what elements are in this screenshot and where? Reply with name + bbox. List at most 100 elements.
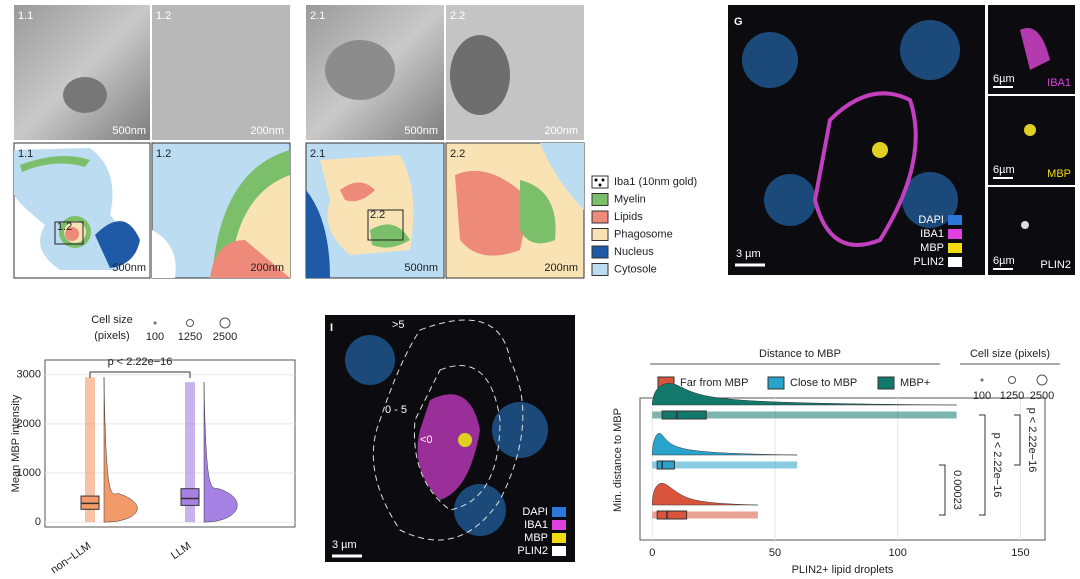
scale-label: 6µm [993,164,1015,176]
schematic-drawings [13,142,585,279]
legend-label: DAPI [522,506,548,518]
x-tick-label: 0 [649,547,655,559]
x-tick-label: 100 [889,547,907,559]
legend-swatch [591,175,609,189]
p-value: p < 2.22e−16 [1026,408,1038,473]
fluorescence-images [325,5,1075,562]
panel-label: 1.2 [156,10,171,22]
box [661,410,707,420]
density [203,382,238,523]
plot-frame [639,397,1046,541]
legend-key [877,376,895,390]
panel-letter: G [734,16,743,28]
legend-label: MBP+ [900,377,930,389]
channel-label: MBP [1047,168,1071,180]
inset-label: 1.2 [57,221,72,233]
panel-label: 1.1 [18,10,33,22]
gold-dot [598,183,602,187]
size-key [219,317,231,329]
legend-swatch [948,229,962,239]
legend-key [767,376,785,390]
size-key [153,321,157,325]
size-key-label: 100 [973,390,991,402]
zone-label: >5 [392,319,405,331]
legend-label: Lipids [614,211,643,223]
bracket [939,464,946,516]
inset-label: 2.2 [370,209,385,221]
legend-swatch [591,263,609,276]
legend-title: Distance to MBP [759,348,841,360]
zone-label: <0 [420,434,433,446]
density [652,483,758,506]
scale-label: 500nm [112,262,146,274]
size-key [980,378,984,382]
bracket [1014,414,1021,466]
panel-label: 1.2 [156,148,171,160]
legend-swatch [591,228,609,241]
size-key [185,318,195,328]
panel-label: 2.1 [310,10,325,22]
box [656,460,675,470]
box [656,510,688,520]
scale-label: 200nm [544,125,578,137]
legend-label: PLIN2 [913,256,944,268]
legend-label: Phagosome [614,228,673,240]
density [103,377,138,523]
gold-dot [601,178,605,182]
legend-swatch [591,193,609,206]
p-value: p < 2.22e−16 [108,356,173,368]
density [652,433,798,456]
size-key [1007,375,1017,385]
scale-label: 500nm [404,262,438,274]
legend-label: IBA1 [524,519,548,531]
legend-swatch [591,210,609,224]
legend-label: Iba1 (10nm gold) [614,176,697,188]
legend-label: Cytosole [614,263,657,275]
channel-label: IBA1 [1047,77,1071,89]
panel-label: 2.2 [450,10,465,22]
x-axis-label: PLIN2+ lipid droplets [792,564,894,576]
gold-dot [594,178,598,182]
legend-label: Nucleus [614,246,654,258]
legend-swatch [591,245,609,259]
channel-label: PLIN2 [1040,259,1071,271]
legend-swatch [552,520,566,530]
box [180,488,200,506]
bracket [89,371,191,378]
scale-label: 500nm [404,125,438,137]
scale-label: 500nm [112,125,146,137]
legend-swatch [552,507,566,517]
legend-label: Close to MBP [790,377,857,389]
size-legend-title: Cell size (pixels) [970,348,1050,360]
legend-swatch [948,243,962,253]
size-key [1036,374,1048,386]
y-tick-label: 2000 [17,418,41,430]
legend-label: PLIN2 [517,545,548,557]
scale-label: 200nm [250,262,284,274]
legend-label: Myelin [614,193,646,205]
scale-label: 6µm [993,255,1015,267]
legend-swatch [552,533,566,543]
size-key-label: 2500 [1030,390,1054,402]
legend-label: DAPI [918,214,944,226]
size-key-label: 2500 [213,331,237,343]
legend-swatch [948,257,962,267]
y-tick-label: 3000 [17,369,41,381]
panel-label: 2.2 [450,148,465,160]
y-tick-label: 1000 [17,467,41,479]
scale-label: 3 µm [736,248,761,260]
legend-swatch [948,215,962,225]
scale-label: 200nm [544,262,578,274]
bracket [979,414,986,516]
panel-label: 2.1 [310,148,325,160]
scale-label: 6µm [993,73,1015,85]
zone-label: 0 - 5 [385,404,407,416]
density [652,383,957,406]
legend-label: IBA1 [920,228,944,240]
x-tick-label: 150 [1011,547,1029,559]
panel-letter: I [330,322,333,334]
size-key-label: 1250 [1000,390,1024,402]
panel-label: 1.1 [18,148,33,160]
size-key-label: 100 [146,331,164,343]
y-axis-label: Min. distance to MBP [612,408,624,512]
